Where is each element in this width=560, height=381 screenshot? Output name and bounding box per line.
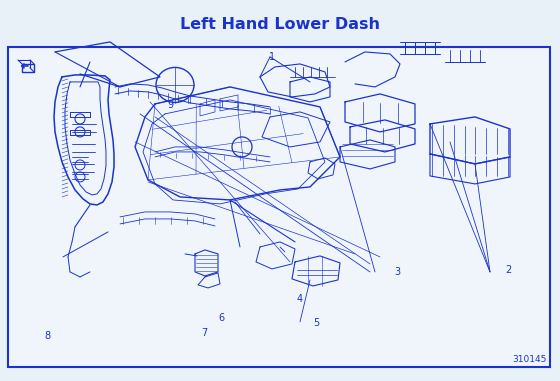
Text: Left Hand Lower Dash: Left Hand Lower Dash: [180, 17, 380, 32]
Text: 310145: 310145: [512, 355, 547, 364]
Text: 4: 4: [297, 294, 302, 304]
Text: 6: 6: [218, 312, 224, 323]
Text: 2: 2: [505, 265, 512, 275]
Text: 7: 7: [201, 328, 208, 338]
Text: 1: 1: [269, 53, 274, 62]
Text: 5: 5: [313, 318, 320, 328]
Text: 8: 8: [45, 331, 50, 341]
Text: 3: 3: [395, 267, 400, 277]
Text: 9: 9: [168, 100, 174, 110]
